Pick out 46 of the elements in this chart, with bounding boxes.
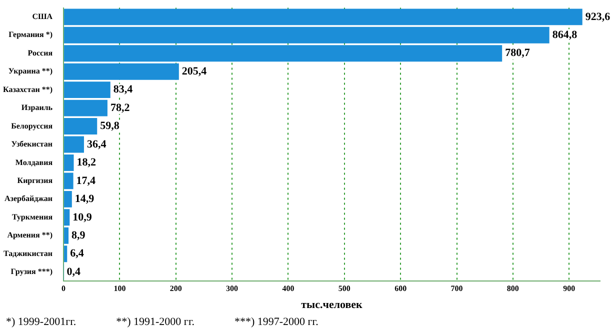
data-label: 17,4 [76, 174, 96, 187]
x-tick-label: 500 [338, 284, 350, 294]
y-tick-label: Казахстан **) [3, 84, 53, 94]
data-label: 8,9 [72, 229, 86, 242]
data-label: 78,2 [110, 102, 130, 114]
data-label: 864,8 [552, 28, 578, 41]
x-tick-label: 400 [282, 284, 294, 294]
x-tick-label: 600 [394, 284, 407, 294]
bar [64, 8, 582, 26]
y-tick-label: Германия *) [8, 30, 53, 40]
data-label: 780,7 [505, 47, 530, 60]
y-tick-label: Узбекистан [11, 140, 53, 149]
y-tick-label: США [32, 12, 53, 21]
data-label: 923,6 [585, 10, 611, 23]
x-tick-label: 700 [450, 284, 463, 294]
data-label: 18,2 [76, 156, 97, 169]
x-tick-label: 0 [62, 284, 66, 294]
x-axis-title: тыс.человек [301, 299, 364, 312]
data-label: 36,4 [86, 138, 107, 150]
y-tick-label: Израиль [21, 103, 54, 112]
data-label: 6,4 [70, 248, 84, 260]
x-tick-label: 200 [170, 284, 182, 294]
x-tick-label: 800 [506, 284, 519, 294]
y-tick-label: Россия [28, 48, 54, 58]
data-label: 59,8 [100, 120, 120, 132]
y-tick-label: Армения **) [7, 230, 53, 240]
text: ***) 1997-2000 гг. [234, 316, 318, 328]
data-label: 0,4 [66, 266, 82, 278]
y-tick-label: Киргизия [17, 176, 54, 186]
y-tick-label: Белоруссия [11, 121, 54, 130]
x-tick-label: 900 [563, 284, 576, 294]
y-tick-label: Таджикистан [4, 248, 53, 258]
data-label: 14,9 [74, 193, 95, 206]
y-tick-label: Молдавия [15, 158, 54, 167]
y-tick-label: Грузия ***) [10, 267, 53, 276]
data-label: 83,4 [113, 84, 134, 96]
data-label: 10,9 [72, 211, 92, 224]
data-label: 205,4 [182, 65, 208, 78]
x-tick-label: 100 [114, 284, 126, 294]
x-tick-label: 300 [226, 284, 238, 294]
bar [64, 136, 84, 153]
y-tick-label: Азербайджан [4, 194, 53, 204]
text: *) 1999-2001гг. [6, 316, 76, 328]
y-tick-label: Туркмения [12, 212, 54, 222]
text: **) 1991-2000 гг. [116, 316, 194, 328]
y-tick-label: Украина **) [8, 66, 53, 76]
